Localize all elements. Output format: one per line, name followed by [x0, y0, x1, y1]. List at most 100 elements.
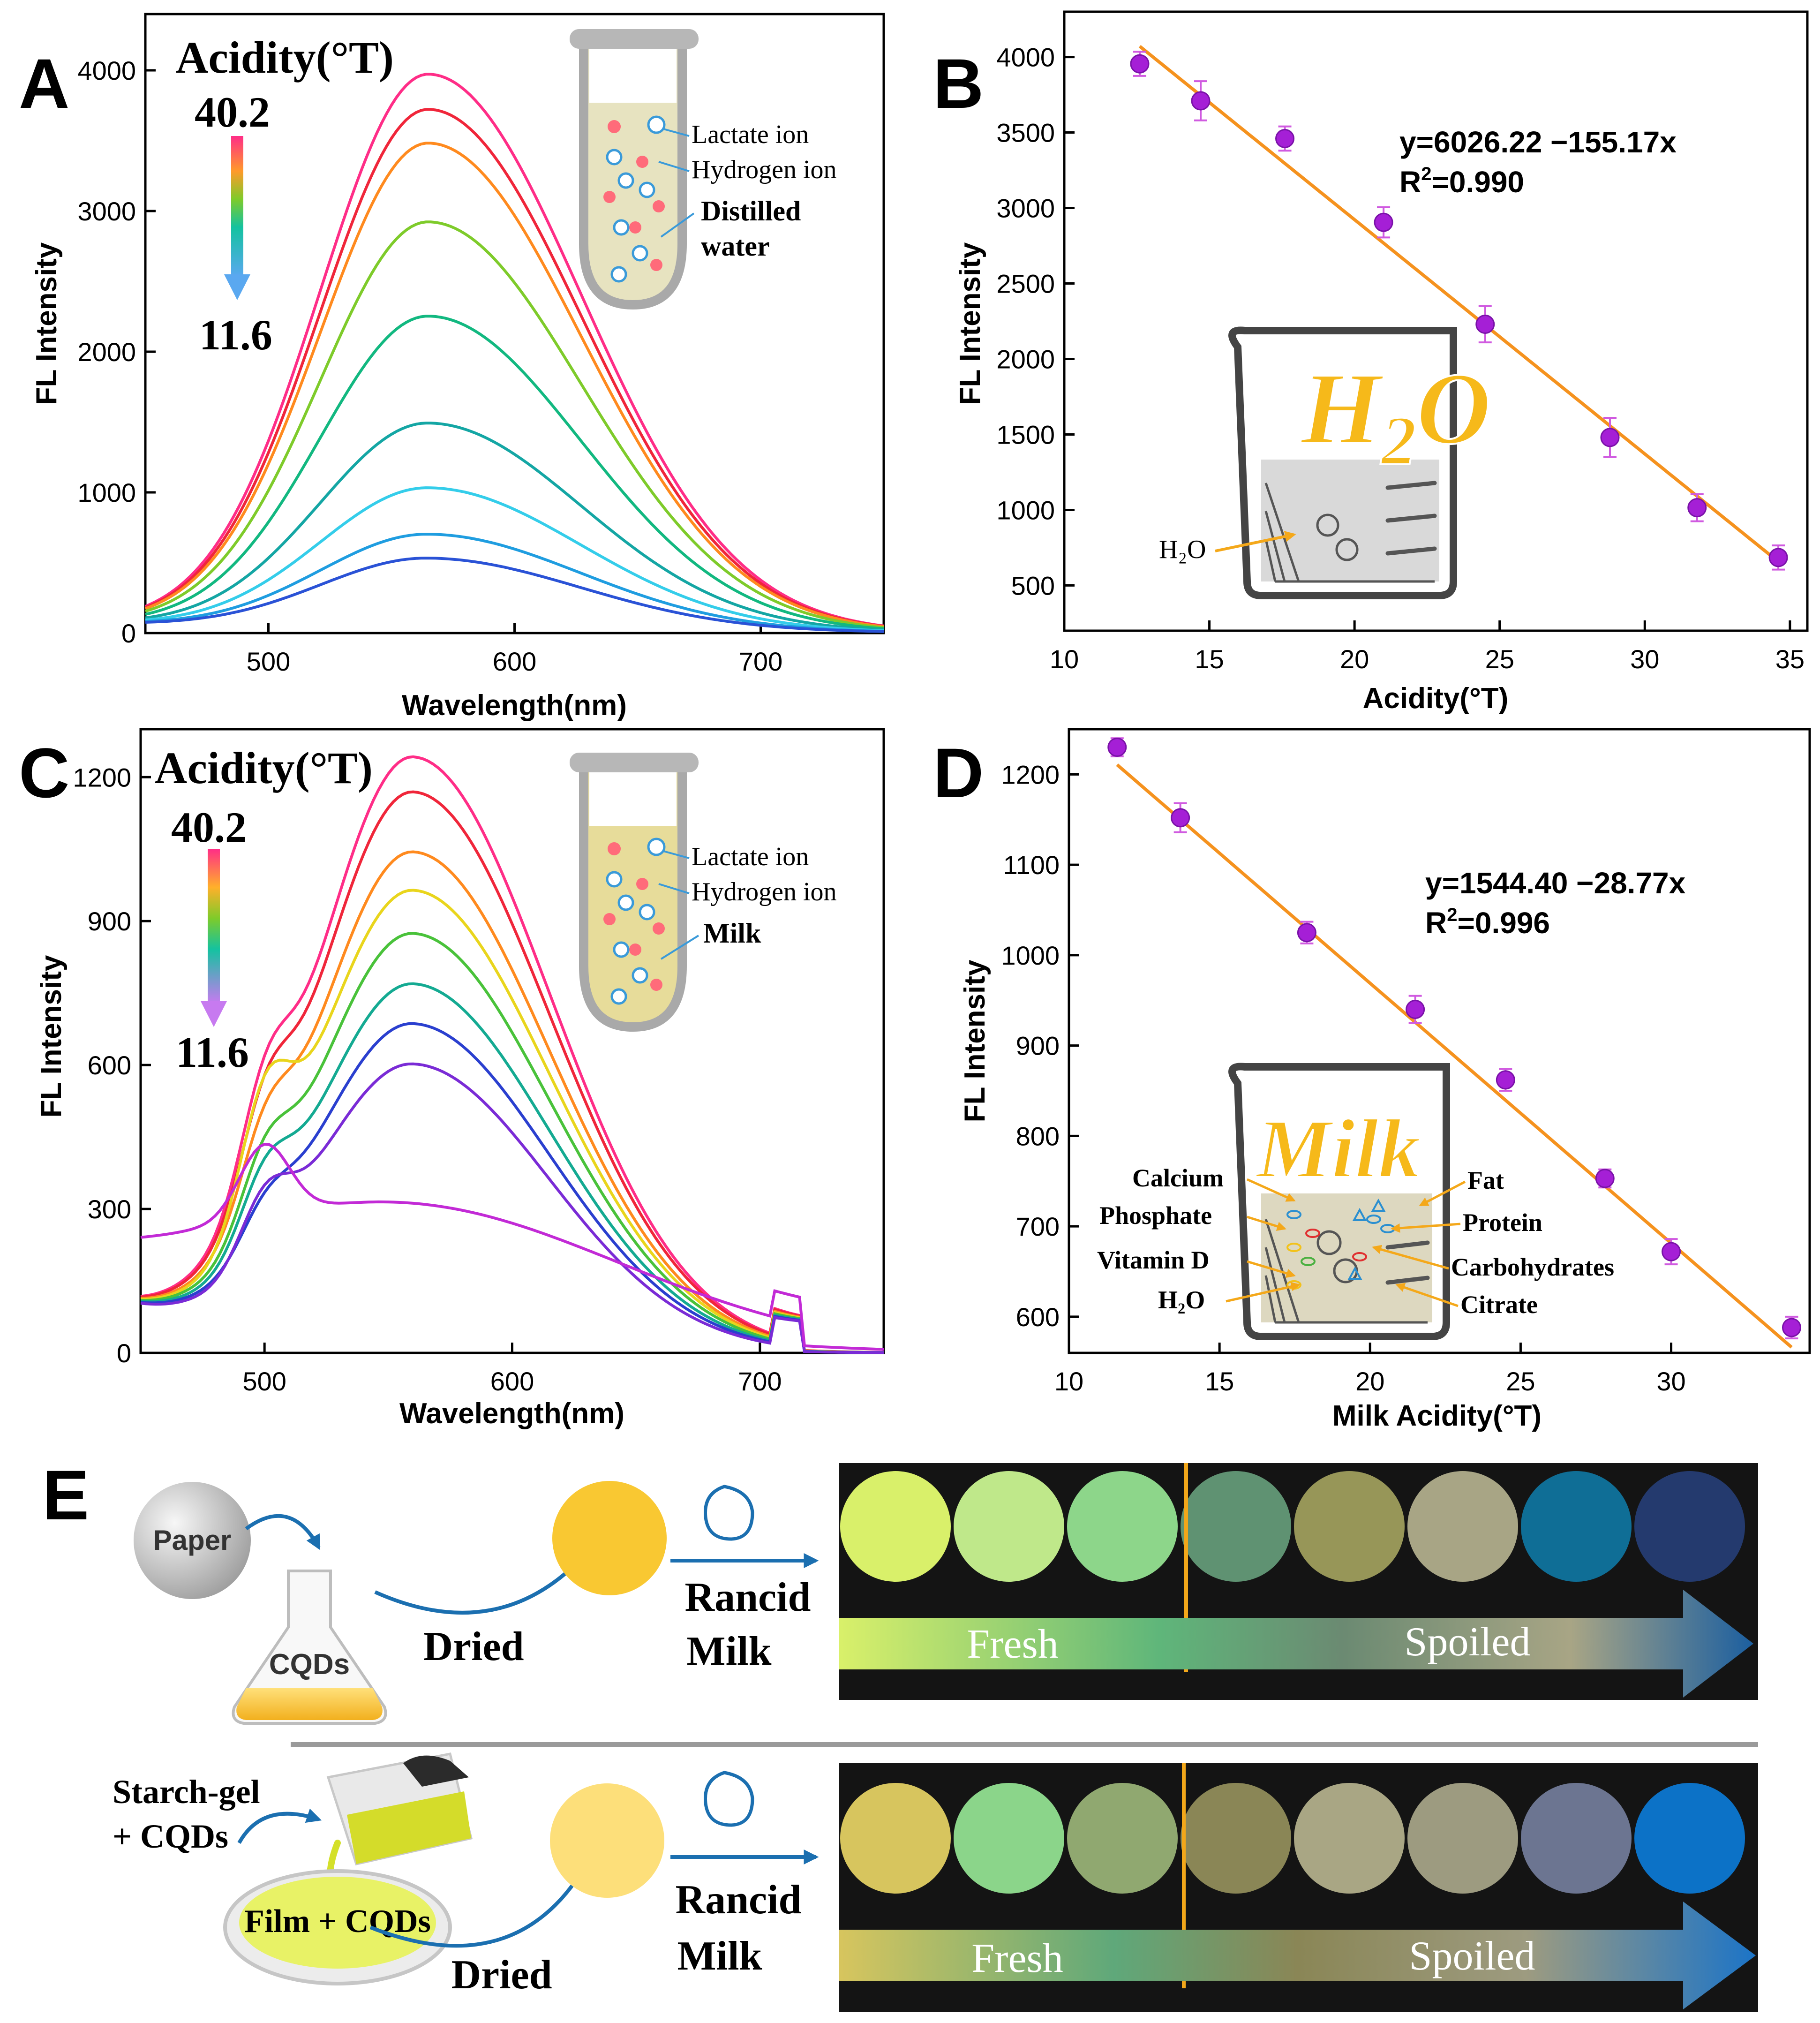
y-tick-label: 4000	[996, 43, 1055, 72]
milk-label: Milk	[687, 1629, 772, 1674]
gradient-title: Acidity(°T)	[176, 32, 394, 83]
sensor-color-circle	[1634, 1783, 1745, 1894]
beaker-label: Milk	[1255, 1102, 1421, 1195]
gradient-top-value: 40.2	[195, 88, 270, 136]
sensor-color-circle	[840, 1471, 951, 1582]
spectrum-line	[145, 422, 884, 632]
data-point	[1595, 1169, 1615, 1188]
inset-label-solvent-2: water	[701, 231, 770, 262]
gradient-arrow-head	[224, 274, 250, 300]
panel-a-spectra-water: 500 600 700 0 1000 2000 3000 4000 Wavelength(nm…	[30, 13, 885, 722]
droplet-icon	[704, 1485, 754, 1541]
paper-label: Paper	[153, 1525, 232, 1556]
beaker-inset-milk: Milk Calcium Phosphate Vitamin D H₂O Fat…	[1097, 1063, 1614, 1340]
panel-letter-c: C	[19, 733, 69, 812]
beaker-inset-water: H2O H₂O	[1159, 326, 1492, 599]
component-calcium: Calcium	[1132, 1164, 1224, 1192]
y-tick-label: 900	[88, 906, 131, 936]
x-tick-label: 700	[738, 1366, 782, 1396]
inset-label-lactate: Lactate ion	[692, 120, 809, 149]
y-tick-label: 900	[1016, 1031, 1060, 1061]
trend-arrow	[839, 1902, 1756, 2009]
spectrum-line	[140, 1022, 884, 1354]
spectrum-line	[144, 73, 884, 627]
y-tick-label: 1200	[73, 762, 131, 792]
y-tick-label: 3500	[996, 118, 1055, 148]
dried-paper-disc	[552, 1481, 667, 1595]
y-tick-label: 2000	[77, 337, 136, 367]
spectrum-line	[140, 982, 884, 1354]
y-tick-label: 1500	[996, 420, 1055, 449]
component-water: H₂O	[1158, 1286, 1205, 1314]
flask-label: CQDs	[269, 1648, 350, 1681]
inset-label-solvent: Distilled	[701, 196, 801, 226]
spoiled-label: Spoiled	[1409, 1933, 1535, 1979]
inset-label-lactate: Lactate ion	[692, 842, 809, 871]
dried-label: Dried	[423, 1624, 524, 1669]
component-phosphate: Phosphate	[1099, 1201, 1212, 1230]
regression-line	[1138, 45, 1780, 563]
y-tick-label: 800	[1016, 1121, 1060, 1151]
rancid-label: Rancid	[685, 1575, 811, 1620]
gradient-arrow-head	[201, 1001, 227, 1027]
data-point	[1275, 128, 1295, 148]
beaker-formula: H2O	[1300, 351, 1491, 480]
y-tick-label: 500	[1011, 571, 1055, 600]
data-point	[1107, 738, 1127, 757]
y-axis-label: FL Intensity	[954, 242, 986, 405]
spectrum-line	[140, 889, 884, 1354]
inset-label-solvent: Milk	[703, 918, 761, 949]
plot-frame	[1063, 10, 1809, 632]
cqd-flask: CQDs	[232, 1570, 387, 1725]
y-tick-label: 700	[1016, 1212, 1060, 1241]
y-axis-label: FL Intensity	[35, 955, 68, 1117]
sensor-color-circle	[1521, 1471, 1632, 1582]
y-tick-label: 1000	[77, 478, 136, 507]
film-in-dish	[239, 1877, 436, 1969]
sensor-color-circle	[1521, 1783, 1632, 1894]
y-tick-label: 600	[88, 1050, 131, 1080]
gradient-bar	[208, 849, 220, 1004]
x-axis-label: Wavelength(nm)	[402, 689, 627, 722]
x-axis-label: Wavelength(nm)	[399, 1397, 624, 1430]
y-tick-label: 1000	[1001, 941, 1060, 970]
y-tick-label: 0	[117, 1338, 131, 1368]
sensor-color-circle	[1067, 1471, 1178, 1582]
sensor-color-circle	[1067, 1783, 1178, 1894]
sensor-color-circle	[1294, 1471, 1405, 1582]
spectrum-line	[144, 108, 884, 628]
axis-ticks: 500 600 700 0 1000 2000 3000 4000	[77, 56, 782, 676]
x-tick-label: 600	[490, 1366, 534, 1396]
component-fat: Fat	[1467, 1166, 1504, 1194]
x-axis-label: Milk Acidity(°T)	[1332, 1400, 1542, 1432]
panel-letter-a: A	[19, 44, 69, 123]
data-point	[1475, 314, 1495, 334]
spectrum-line	[145, 486, 884, 632]
milk-label: Milk	[677, 1933, 762, 1979]
spectrum-line	[140, 850, 884, 1354]
x-tick-label: 700	[739, 647, 782, 676]
film-label: Film + CQDs	[244, 1903, 431, 1940]
panel-e-sensor-strips: Paper CQDs Dried Rancid Milk Fresh Spoil…	[113, 1463, 1758, 2012]
beaker-pointer-label: H₂O	[1159, 535, 1206, 564]
y-axis-label: FL Intensity	[30, 242, 63, 405]
x-tick-label: 10	[1054, 1366, 1083, 1396]
x-tick-label: 500	[242, 1366, 286, 1396]
component-citrate: Citrate	[1460, 1291, 1538, 1319]
fresh-label: Fresh	[967, 1622, 1059, 1667]
panel-c-spectra-milk: 500 600 700 0 300 600 900 1200 Wavelength(nm) F…	[35, 728, 885, 1430]
panel-d-calibration-milk: 10 15 20 25 30 600 700 800 900 1000 1100 1200 Milk …	[959, 728, 1811, 1432]
gradient-top-value: 40.2	[171, 803, 247, 851]
spectrum-line	[145, 557, 884, 633]
gradient-bar	[231, 136, 243, 277]
axis-ticks: 10 15 20 25 30 35 500 1000 1500 2000 2500 3000 3500 4…	[996, 43, 1805, 674]
y-tick-label: 2500	[996, 269, 1055, 299]
data-point	[1600, 428, 1620, 447]
panel-letter-b: B	[933, 44, 984, 123]
panel-letter-d: D	[933, 733, 984, 812]
rancid-label: Rancid	[676, 1877, 802, 1923]
data-point	[1662, 1242, 1681, 1261]
sensor-color-circle	[1181, 1471, 1291, 1582]
y-tick-label: 4000	[77, 56, 136, 85]
